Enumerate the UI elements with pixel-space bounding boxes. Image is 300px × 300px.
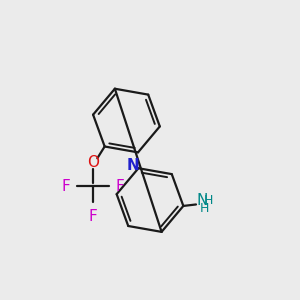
Text: H: H [200,202,209,215]
Text: H: H [204,194,213,207]
Text: F: F [61,179,70,194]
Text: F: F [116,179,124,194]
Text: N: N [127,158,140,173]
Text: O: O [87,155,99,170]
Text: F: F [88,209,97,224]
Text: N: N [196,194,208,208]
